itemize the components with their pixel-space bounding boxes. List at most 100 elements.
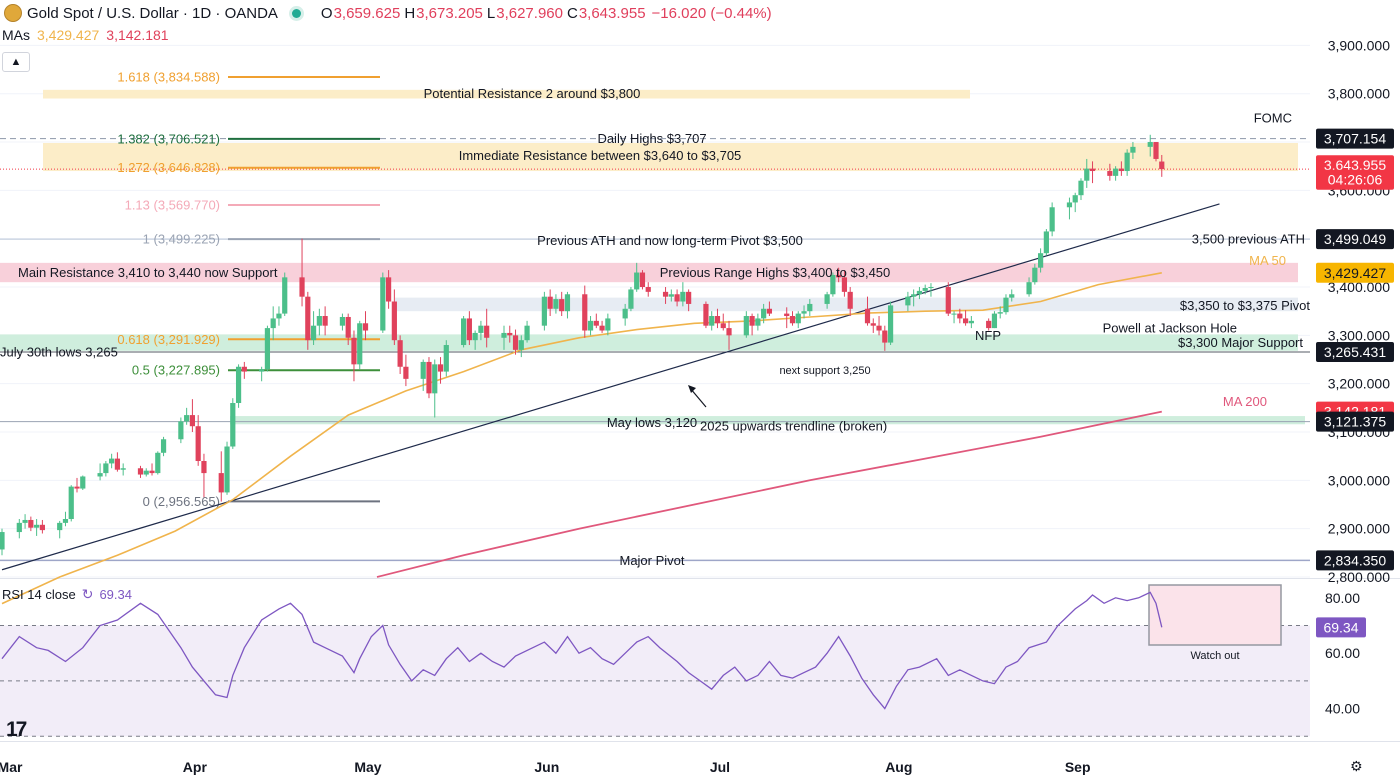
candle-body[interactable] [986, 320, 992, 329]
candle-body[interactable] [143, 470, 149, 475]
candle-body[interactable] [34, 524, 40, 528]
collapse-legend-button[interactable]: ▲ [2, 52, 30, 72]
candle-body[interactable] [726, 328, 732, 336]
candle-body[interactable] [720, 323, 726, 329]
candle-body[interactable] [114, 458, 120, 470]
candle-body[interactable] [276, 313, 282, 319]
candle-body[interactable] [68, 486, 74, 520]
candle-body[interactable] [224, 446, 230, 493]
candle-body[interactable] [1066, 202, 1073, 208]
candle-body[interactable] [634, 272, 640, 290]
watch-out-box[interactable] [1148, 584, 1282, 646]
candle-body[interactable] [997, 312, 1003, 314]
candle-body[interactable] [270, 318, 276, 329]
candle-body[interactable] [507, 332, 513, 336]
candle-body[interactable] [518, 340, 524, 350]
candle-body[interactable] [357, 323, 363, 365]
candle-body[interactable] [743, 316, 749, 336]
candle-body[interactable] [437, 364, 444, 372]
trendline[interactable] [1, 203, 1220, 571]
candle-body[interactable] [362, 323, 369, 331]
candle-body[interactable] [824, 294, 830, 304]
candle-body[interactable] [1153, 142, 1159, 159]
candle-body[interactable] [524, 325, 530, 341]
candle-body[interactable] [0, 532, 5, 550]
candle-body[interactable] [345, 316, 351, 338]
candle-body[interactable] [397, 340, 403, 367]
candle-body[interactable] [1003, 297, 1009, 313]
ma-legend[interactable]: MAs 3,429.427 3,142.181 [2, 27, 169, 43]
candle-body[interactable] [847, 291, 853, 309]
rsi-legend[interactable]: RSI 14 close ↻ 69.34 [2, 586, 132, 603]
candle-body[interactable] [922, 287, 928, 291]
candle-body[interactable] [195, 426, 201, 462]
candle-body[interactable] [547, 296, 553, 309]
candle-body[interactable] [686, 291, 692, 304]
candle-body[interactable] [1124, 152, 1130, 172]
candle-body[interactable] [645, 287, 651, 292]
candle-body[interactable] [178, 421, 184, 440]
candle-body[interactable] [680, 291, 686, 302]
candles[interactable] [0, 134, 1165, 556]
ma50-line[interactable] [1, 272, 1162, 605]
candle-body[interactable] [426, 361, 432, 394]
candle-body[interactable] [380, 277, 386, 331]
price-badge[interactable] [1316, 342, 1394, 363]
candle-body[interactable] [109, 458, 115, 464]
symbol-title[interactable]: Gold Spot / U.S. Dollar · 1D · OANDA [27, 4, 278, 22]
candle-body[interactable] [582, 294, 588, 331]
candle-body[interactable] [201, 461, 207, 474]
candle-body[interactable] [322, 316, 328, 326]
candle-body[interactable] [22, 519, 28, 523]
candle-body[interactable] [870, 323, 876, 326]
candle-body[interactable] [57, 522, 63, 531]
candle-body[interactable] [962, 318, 969, 324]
candle-body[interactable] [432, 364, 438, 394]
candle-body[interactable] [160, 439, 167, 453]
candle-body[interactable] [801, 311, 807, 314]
fib-retracement[interactable]: 1.618 (3,834.588) 1.382 (3,706.521) 1.272 … [117, 69, 380, 509]
candle-body[interactable] [1038, 253, 1044, 268]
price-axis[interactable]: 3,900.0003,800.0003,700.0003,600.0003,50… [1310, 0, 1400, 585]
price-badge[interactable] [1316, 411, 1394, 432]
candle-body[interactable] [512, 335, 519, 350]
candle-body[interactable] [74, 486, 80, 489]
candle-body[interactable] [1113, 168, 1119, 176]
candle-body[interactable] [605, 318, 611, 331]
time-axis[interactable]: Mar Apr May Jun Jul Aug Sep [0, 741, 1400, 776]
candle-body[interactable] [1078, 180, 1084, 196]
candle-body[interactable] [1147, 142, 1153, 147]
candle-body[interactable] [80, 476, 86, 489]
candle-body[interactable] [864, 308, 871, 324]
candle-body[interactable] [836, 274, 842, 278]
candle-body[interactable] [559, 299, 565, 312]
candle-body[interactable] [443, 345, 449, 372]
candle-body[interactable] [230, 403, 236, 447]
candle-body[interactable] [1089, 168, 1096, 172]
rsi-pane[interactable]: Watch out 80.00 60.00 40.00 69.34 [0, 584, 1366, 737]
candle-body[interactable] [784, 313, 790, 317]
candle-body[interactable] [703, 303, 709, 326]
candle-body[interactable] [189, 415, 196, 427]
candle-body[interactable] [461, 318, 467, 346]
candle-body[interactable] [351, 337, 357, 365]
candle-body[interactable] [957, 313, 963, 319]
candle-body[interactable] [184, 415, 190, 422]
candle-body[interactable] [709, 316, 715, 326]
candle-body[interactable] [1049, 207, 1055, 232]
candle-body[interactable] [662, 291, 669, 297]
candle-body[interactable] [305, 296, 311, 341]
candle-body[interactable] [1009, 294, 1015, 298]
candle-body[interactable] [339, 316, 346, 326]
rsi-badge[interactable] [1316, 617, 1366, 638]
candle-body[interactable] [103, 463, 109, 474]
candle-body[interactable] [420, 361, 426, 379]
candle-body[interactable] [282, 277, 288, 314]
candle-body[interactable] [1043, 231, 1049, 254]
candle-body[interactable] [841, 277, 848, 292]
candle-body[interactable] [137, 468, 144, 475]
candle-body[interactable] [795, 313, 801, 324]
price-badge[interactable] [1316, 229, 1394, 250]
candle-body[interactable] [951, 313, 957, 315]
